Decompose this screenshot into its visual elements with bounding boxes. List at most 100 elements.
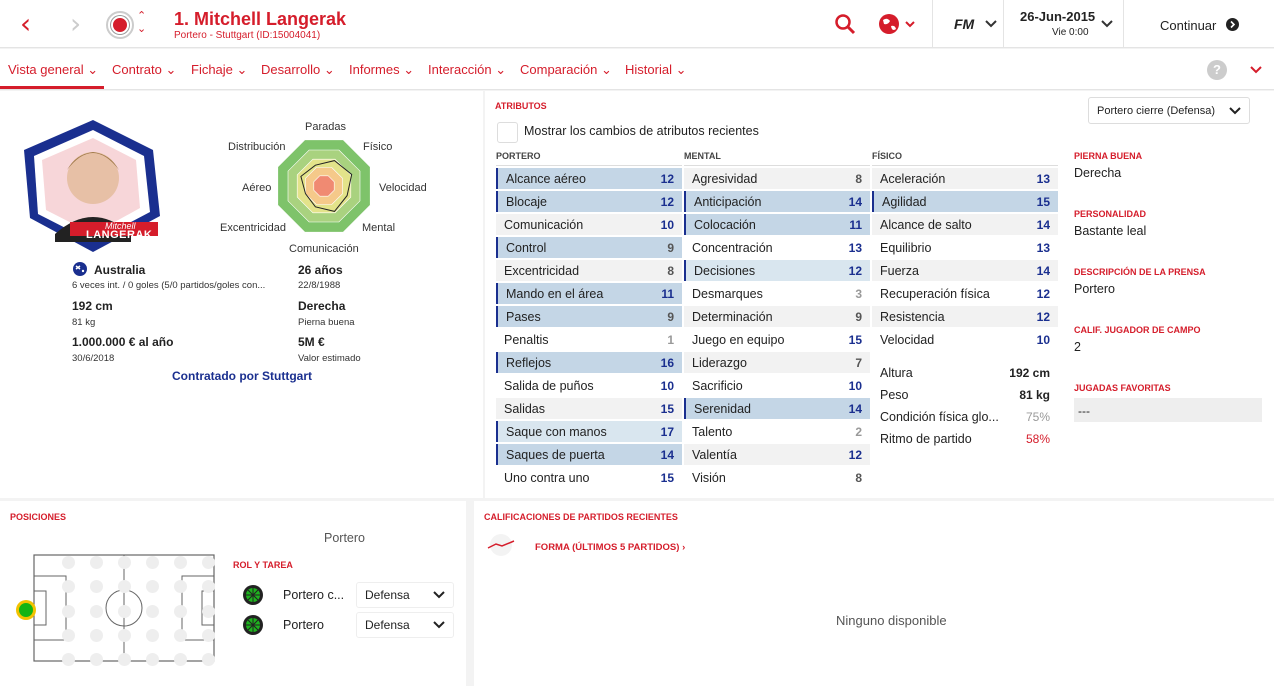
pitch-position-dot <box>118 605 131 618</box>
duty-select[interactable]: Defensa <box>356 582 454 608</box>
attribute-value: 2 <box>855 424 862 439</box>
radar-label: Mental <box>362 222 396 234</box>
pitch-position-dot <box>90 653 103 666</box>
active-tab-indicator <box>0 86 104 89</box>
attribute-row[interactable]: Uno contra uno 15 <box>496 467 682 488</box>
attribute-value: 15 <box>1036 194 1050 209</box>
attribute-row[interactable]: Fuerza 14 <box>872 260 1058 281</box>
pitch-position-dot <box>90 580 103 593</box>
mental-header: MENTAL <box>684 151 721 161</box>
tab-contrato[interactable]: Contrato ⌄ <box>112 62 177 77</box>
pitch-position-dot <box>146 629 159 642</box>
attribute-row[interactable]: Aceleración 13 <box>872 168 1058 189</box>
attribute-name: Determinación <box>692 309 773 324</box>
role-name[interactable]: Portero <box>283 618 324 632</box>
attribute-row[interactable]: Resistencia 12 <box>872 306 1058 327</box>
attribute-row[interactable]: Equilibrio 13 <box>872 237 1058 258</box>
arrow-right-circle-icon[interactable] <box>1226 18 1239 31</box>
attribute-row[interactable]: Valentía 12 <box>684 444 870 465</box>
pitch-position-dot <box>62 605 75 618</box>
chevron-down-icon[interactable] <box>1249 65 1263 75</box>
tab-fichaje[interactable]: Fichaje ⌄ <box>191 62 248 77</box>
role-name[interactable]: Portero c... <box>283 588 345 602</box>
attribute-value: 15 <box>848 332 862 347</box>
attribute-row[interactable]: Desmarques 3 <box>684 283 870 304</box>
attribute-row[interactable]: Blocaje 12 <box>496 191 682 212</box>
attribute-name: Fuerza <box>880 263 919 278</box>
attribute-row[interactable]: Alcance de salto 14 <box>872 214 1058 235</box>
attribute-row[interactable]: Comunicación 10 <box>496 214 682 235</box>
attribute-name: Control <box>506 240 547 255</box>
chevron-down-icon[interactable] <box>984 19 998 29</box>
attribute-value: 8 <box>855 470 862 485</box>
tab-interaccion[interactable]: Interacción ⌄ <box>428 62 507 77</box>
fm-logo[interactable]: FM <box>954 16 975 32</box>
attribute-row[interactable]: Saque con manos 17 <box>496 421 682 442</box>
tab-informes[interactable]: Informes ⌄ <box>349 62 415 77</box>
duty-select[interactable]: Defensa <box>356 612 454 638</box>
player-switch-arrows-icon[interactable]: ⌃ ⌄ <box>137 10 147 35</box>
help-icon[interactable]: ? <box>1207 60 1227 80</box>
show-changes-checkbox[interactable] <box>497 122 518 143</box>
pitch-position-dot <box>202 580 215 593</box>
attribute-row[interactable]: Salida de puños 10 <box>496 375 682 396</box>
attribute-row[interactable]: Alcance aéreo 12 <box>496 168 682 189</box>
attribute-name: Valentía <box>692 447 737 462</box>
search-icon[interactable] <box>834 13 856 35</box>
tab-vista-general[interactable]: Vista general ⌄ <box>8 62 99 77</box>
attribute-row[interactable]: Agilidad 15 <box>872 191 1058 212</box>
attribute-row[interactable]: Saques de puerta 14 <box>496 444 682 465</box>
attribute-value: 1 <box>667 332 674 347</box>
physical-info-row: Altura 192 cm <box>872 362 1058 383</box>
attribute-row[interactable]: Visión 8 <box>684 467 870 488</box>
attribute-row[interactable]: Reflejos 16 <box>496 352 682 373</box>
attribute-row[interactable]: Velocidad 10 <box>872 329 1058 350</box>
preferred-foot-label: Pierna buena <box>298 317 355 328</box>
radar-label: Distribución <box>228 141 286 153</box>
tab-desarrollo[interactable]: Desarrollo ⌄ <box>261 62 335 77</box>
globe-icon[interactable] <box>878 13 920 37</box>
attribute-name: Recuperación física <box>880 286 990 301</box>
attribute-row[interactable]: Mando en el área 11 <box>496 283 682 304</box>
player-subtitle[interactable]: Portero - Stuttgart (ID:15004041) <box>174 30 321 41</box>
forward-arrow-icon[interactable]: › <box>70 7 82 40</box>
attribute-row[interactable]: Serenidad 14 <box>684 398 870 419</box>
attribute-name: Reflejos <box>506 355 552 370</box>
attribute-row[interactable]: Agresividad 8 <box>684 168 870 189</box>
attribute-row[interactable]: Excentricidad 8 <box>496 260 682 281</box>
radar-label: Aéreo <box>242 182 272 194</box>
attribute-row[interactable]: Liderazgo 7 <box>684 352 870 373</box>
role-select[interactable]: Portero cierre (Defensa) <box>1088 97 1250 124</box>
club-crest[interactable] <box>106 11 134 39</box>
attribute-row[interactable]: Sacrificio 10 <box>684 375 870 396</box>
nationality[interactable]: Australia <box>94 263 146 277</box>
pitch-position-dot <box>62 580 75 593</box>
attribute-row[interactable]: Salidas 15 <box>496 398 682 419</box>
game-date[interactable]: 26-Jun-2015 <box>1020 9 1096 24</box>
contracted-by-link[interactable]: Contratado por Stuttgart <box>172 369 312 383</box>
attribute-row[interactable]: Control 9 <box>496 237 682 258</box>
radar-label: Velocidad <box>379 182 427 194</box>
form-link[interactable]: FORMA (ÚLTIMOS 5 PARTIDOS) › <box>535 542 686 553</box>
continue-button[interactable]: Continuar <box>1160 18 1217 33</box>
attributes-panel: ATRIBUTOS Portero cierre (Defensa) Mostr… <box>485 91 1274 498</box>
attribute-row[interactable]: Penaltis 1 <box>496 329 682 350</box>
goalkeeper-position-marker[interactable] <box>14 598 38 622</box>
chevron-down-icon[interactable] <box>1100 19 1114 29</box>
attribute-row[interactable]: Colocación 11 <box>684 214 870 235</box>
back-arrow-icon[interactable]: ‹ <box>20 7 32 40</box>
attribute-name: Agresividad <box>692 171 758 186</box>
attribute-row[interactable]: Juego en equipo 15 <box>684 329 870 350</box>
attribute-row[interactable]: Recuperación física 12 <box>872 283 1058 304</box>
tab-historial[interactable]: Historial ⌄ <box>625 62 687 77</box>
wage: 1.000.000 € al año <box>72 335 174 349</box>
pitch-diagram <box>33 554 215 662</box>
tab-comparacion[interactable]: Comparación ⌄ <box>520 62 612 77</box>
attribute-row[interactable]: Decisiones 12 <box>684 260 870 281</box>
attribute-row[interactable]: Anticipación 14 <box>684 191 870 212</box>
attribute-row[interactable]: Concentración 13 <box>684 237 870 258</box>
radar-label: Comunicación <box>289 243 359 255</box>
attribute-row[interactable]: Talento 2 <box>684 421 870 442</box>
attribute-row[interactable]: Pases 9 <box>496 306 682 327</box>
attribute-row[interactable]: Determinación 9 <box>684 306 870 327</box>
